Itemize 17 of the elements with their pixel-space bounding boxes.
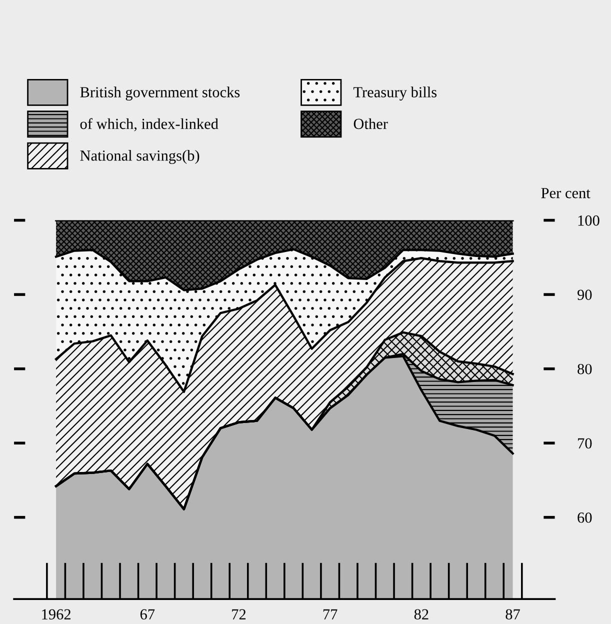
legend-label: Other bbox=[354, 118, 388, 130]
x-tick-label: 67 bbox=[140, 609, 155, 620]
x-tick-label: 82 bbox=[414, 609, 428, 620]
x-tick-label: 72 bbox=[232, 609, 246, 620]
y-tick-label: 80 bbox=[578, 364, 592, 374]
y-tick-label: 70 bbox=[578, 438, 592, 449]
legend-label: of which, index-linked bbox=[80, 118, 218, 132]
x-tick-label: 87 bbox=[506, 609, 520, 620]
legend-label: National savings(b) bbox=[80, 150, 200, 164]
y-tick-label: 60 bbox=[578, 512, 592, 523]
x-tick-label: 77 bbox=[323, 609, 338, 620]
x-tick-label: 1962 bbox=[42, 609, 71, 620]
y-tick-label: 100 bbox=[578, 215, 600, 226]
y-axis-title: Per cent bbox=[541, 188, 590, 198]
y-tick-label: 90 bbox=[578, 290, 592, 300]
legend-label: British government stocks bbox=[80, 86, 240, 101]
legend-label: Treasury bills bbox=[353, 86, 437, 101]
